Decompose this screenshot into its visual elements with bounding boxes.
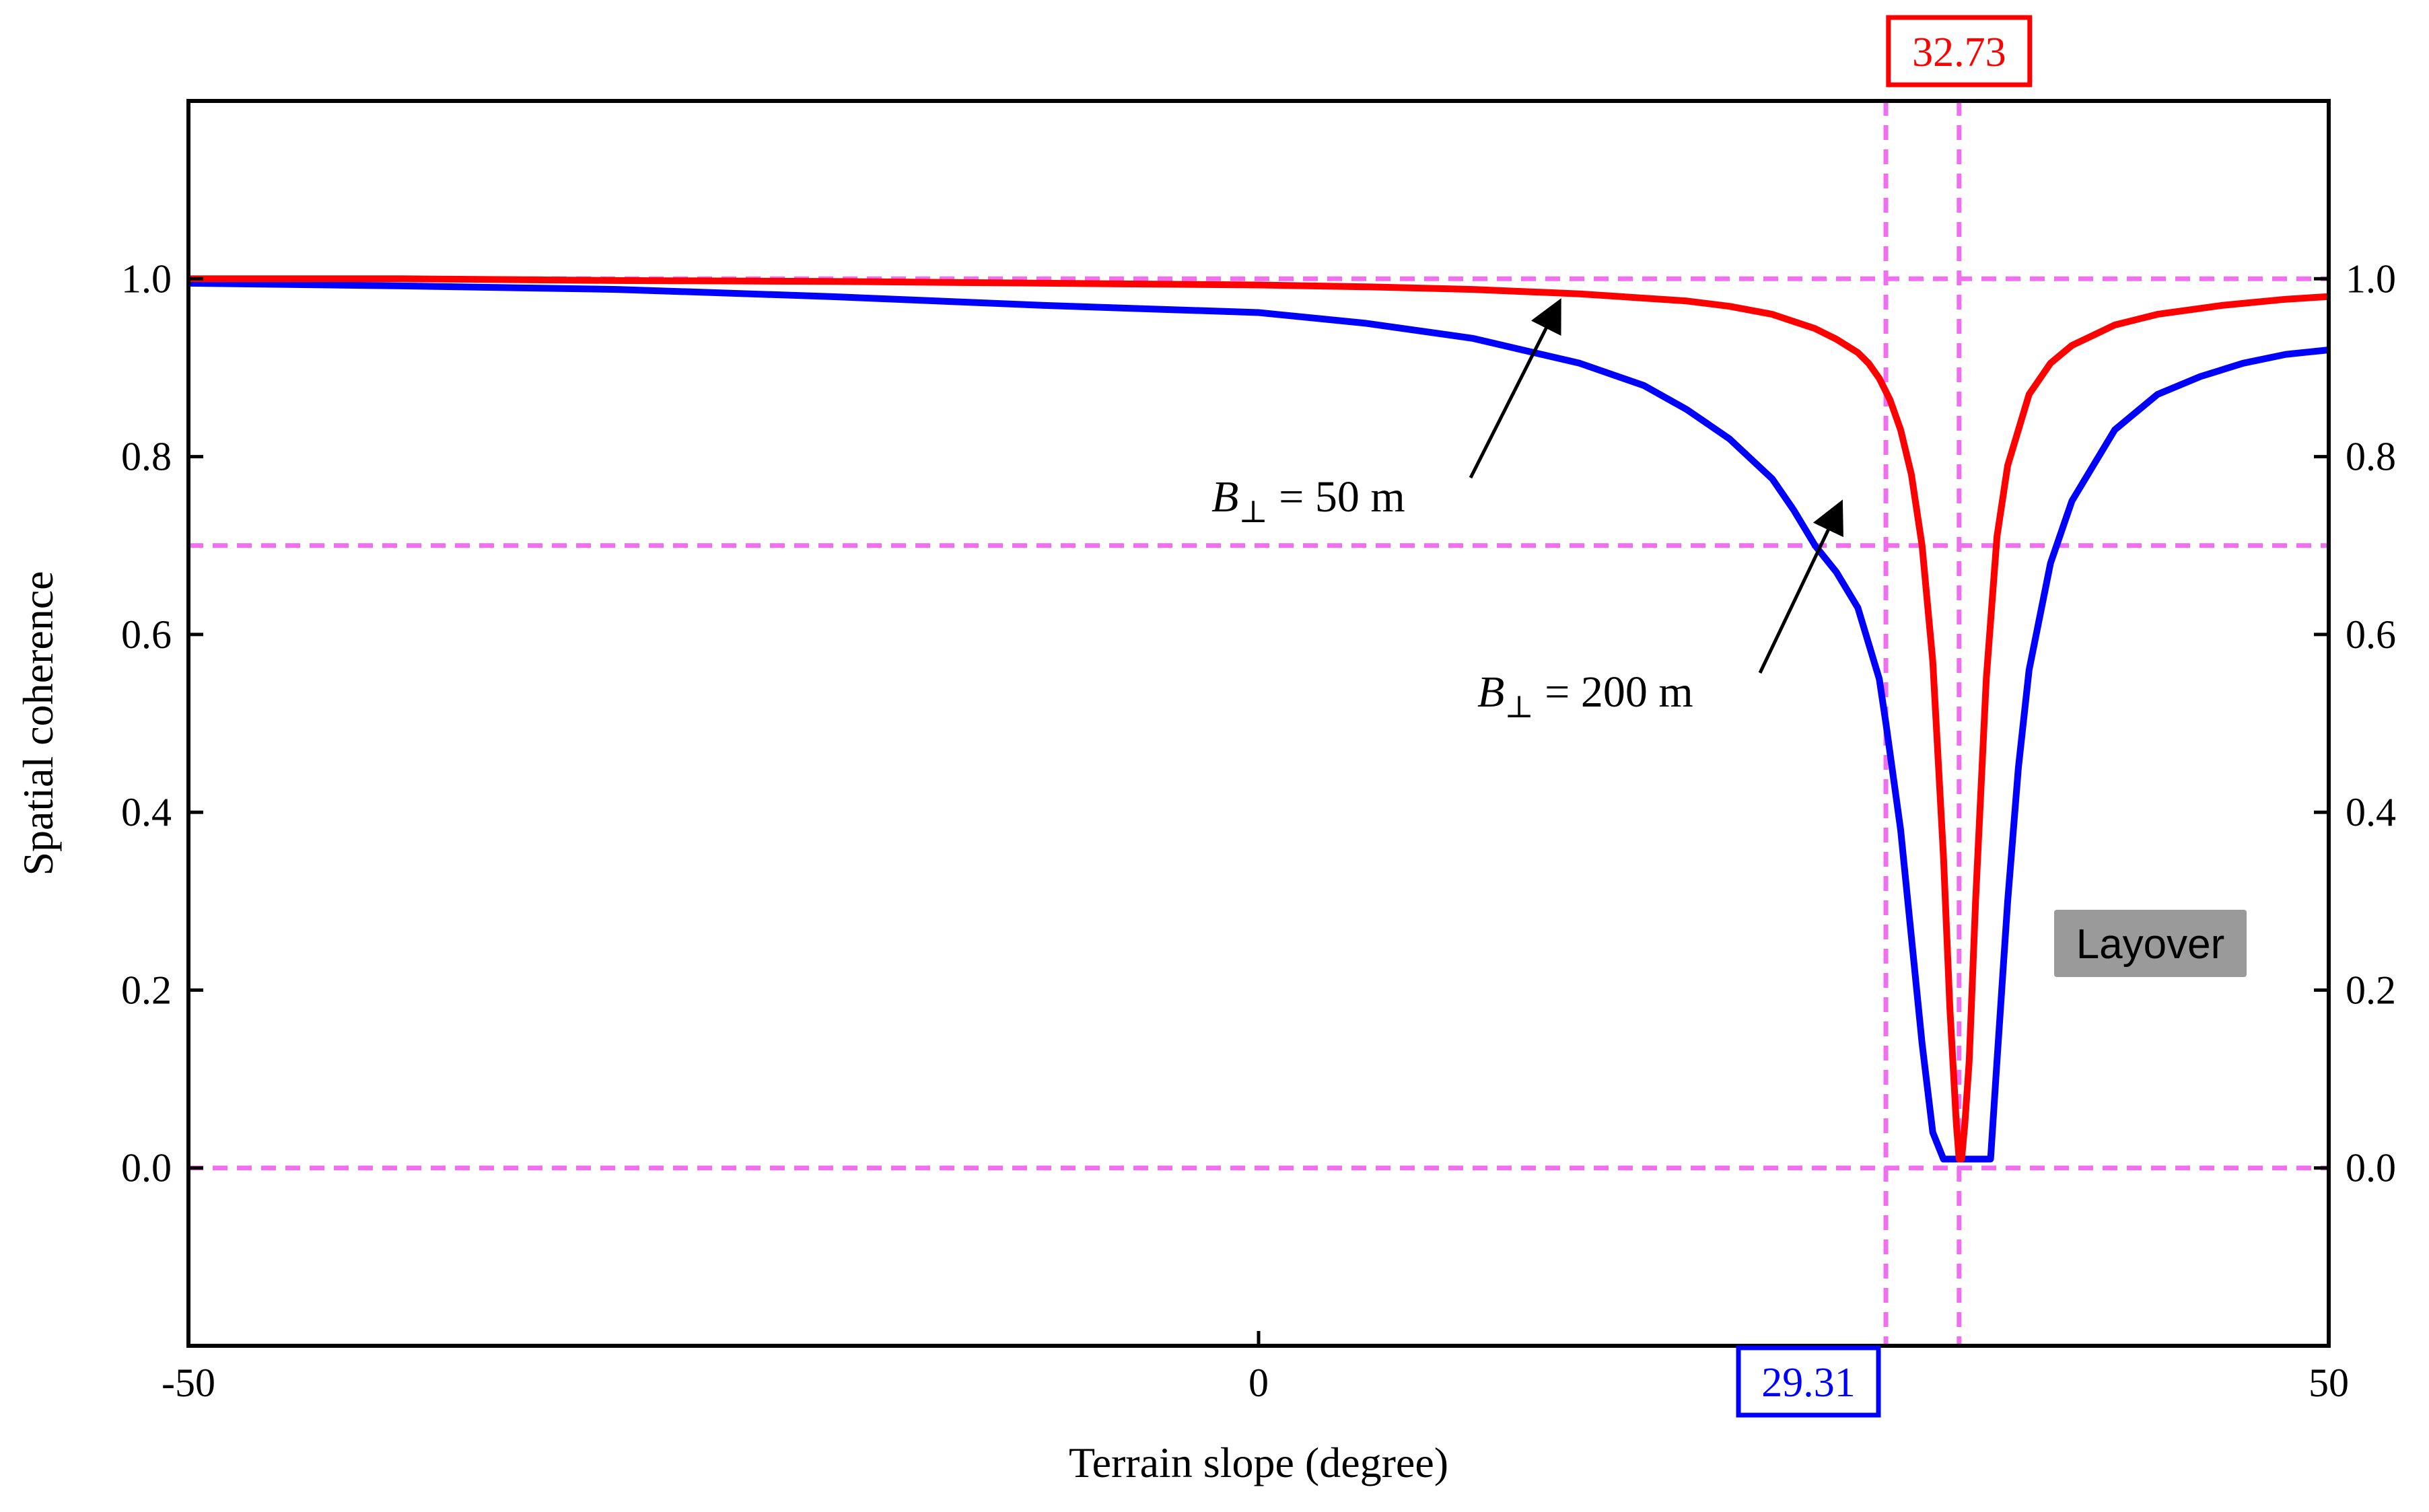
x-tick-label-0: -50 bbox=[162, 1361, 215, 1405]
y-tick-label-left-4: 0.8 bbox=[121, 435, 172, 479]
x-tick-label-2: 50 bbox=[2309, 1361, 2349, 1405]
x-axis-title: Terrain slope (degree) bbox=[1069, 1439, 1448, 1486]
annotation-arrows bbox=[1469, 298, 1843, 674]
y-tick-label-left-3: 0.6 bbox=[121, 612, 172, 657]
y-tick-label-right-5: 1.0 bbox=[2346, 256, 2396, 301]
layover-badge bbox=[2054, 910, 2247, 977]
value-box-blue-text: 29.31 bbox=[1761, 1360, 1856, 1406]
y-tick-label-right-2: 0.4 bbox=[2346, 790, 2396, 834]
label-b50-base: B bbox=[1211, 472, 1238, 521]
y-tick-label-right-3: 0.6 bbox=[2346, 612, 2396, 657]
label-b200-sub: ⊥ bbox=[1504, 690, 1533, 724]
label-b200-base: B bbox=[1477, 668, 1504, 717]
series-line-0 bbox=[188, 275, 2329, 1163]
label-b50-sub: ⊥ bbox=[1238, 495, 1267, 529]
x-tick-label-1: 0 bbox=[1248, 1361, 1269, 1405]
y-tick-label-left-1: 0.2 bbox=[121, 968, 172, 1012]
y-tick-label-right-4: 0.8 bbox=[2346, 435, 2396, 479]
label-b200-rest: = 200 m bbox=[1534, 668, 1693, 717]
value-box-red-text: 32.73 bbox=[1912, 30, 2006, 75]
y-tick-label-right-0: 0.0 bbox=[2346, 1146, 2396, 1190]
y-tick-label-left-5: 1.0 bbox=[121, 256, 172, 301]
reference-lines bbox=[188, 101, 2329, 1346]
label-b200: B⊥ = 200 m bbox=[1477, 668, 1693, 724]
y-tick-label-left-2: 0.4 bbox=[121, 790, 172, 834]
ticks-layer: -50 0 50 0.0 0.0 0.2 0.2 0.4 0.4 0.6 0.6 0.8 0.8 1.0 1… bbox=[121, 256, 2396, 1405]
y-tick-label-right-1: 0.2 bbox=[2346, 968, 2396, 1012]
y-axis-title: Spatial coherence bbox=[14, 571, 62, 875]
series-line-1 bbox=[188, 279, 2329, 1163]
label-b50-rest: = 50 m bbox=[1268, 472, 1405, 521]
y-tick-label-left-0: 0.0 bbox=[121, 1146, 172, 1190]
layover-label: Layover bbox=[2076, 921, 2225, 968]
label-b50: B⊥ = 50 m bbox=[1211, 472, 1405, 529]
value-box-red bbox=[1886, 15, 2033, 87]
arrow-b200 bbox=[1758, 499, 1843, 674]
series-layer bbox=[188, 275, 2329, 1163]
arrow-b50 bbox=[1469, 298, 1561, 479]
value-box-blue bbox=[1736, 1345, 1881, 1418]
